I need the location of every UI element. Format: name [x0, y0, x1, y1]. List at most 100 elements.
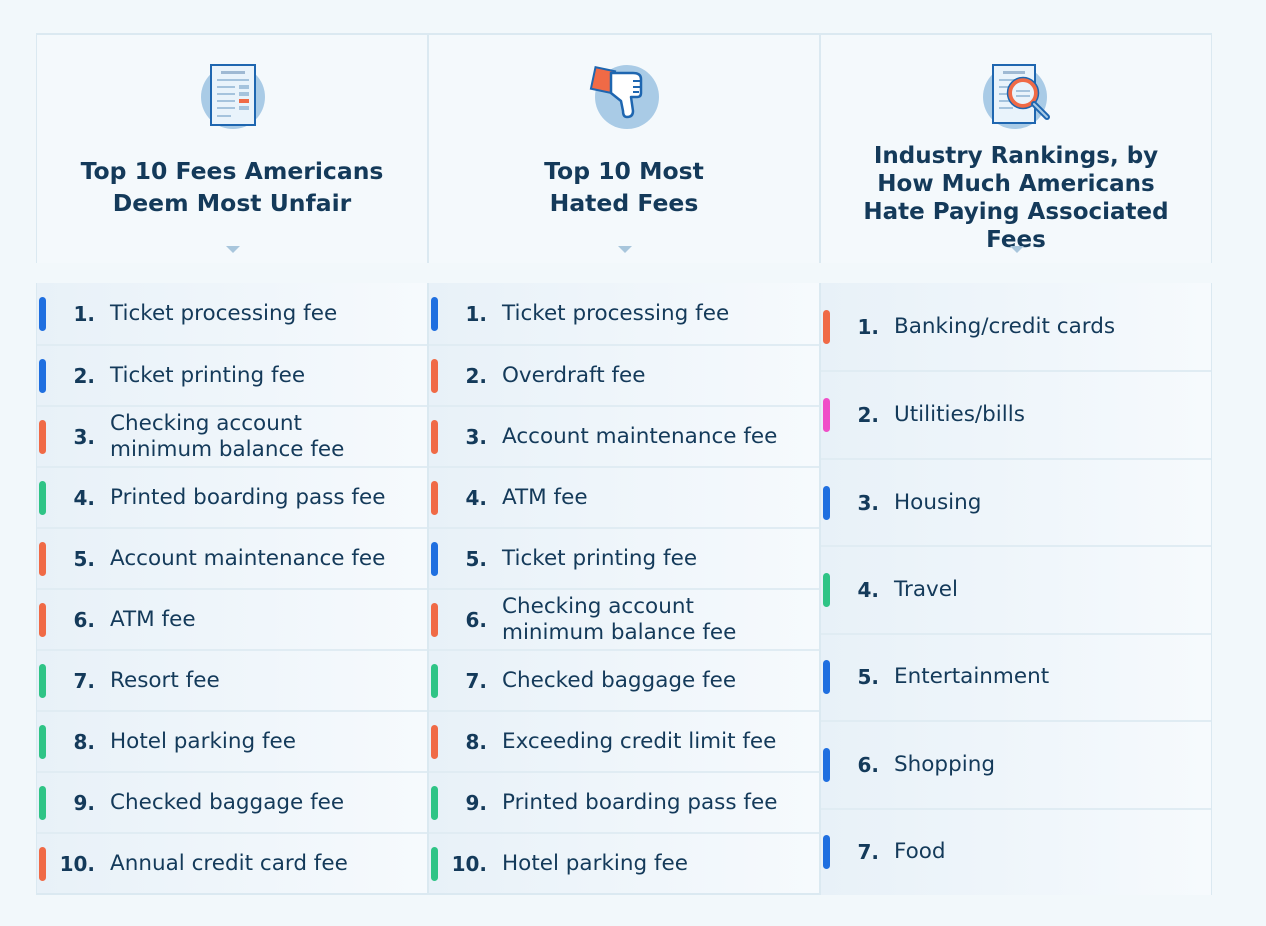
list-item: 3. Checking account minimum balance fee [37, 405, 427, 466]
list-item: 1. Banking/credit cards [821, 283, 1211, 371]
category-bar [39, 602, 46, 637]
rank-number: 3. [857, 490, 879, 515]
list-item: 5. Account maintenance fee [37, 527, 427, 588]
column-header: Top 10 Most Hated Fees [428, 33, 820, 263]
rank-number: 7. [465, 668, 487, 693]
list-item: 5. Entertainment [821, 632, 1211, 721]
industry-label: Travel [894, 576, 958, 602]
category-bar [39, 296, 46, 331]
fee-label: Ticket printing fee [502, 545, 698, 571]
category-bar [823, 485, 830, 520]
list-item: 7. Checked baggage fee [429, 649, 819, 710]
category-bar [39, 724, 46, 759]
fee-label: Checking account minimum balance fee [502, 593, 737, 645]
category-bar [431, 663, 438, 698]
column-title: Top 10 Fees Americans Deem Most Unfair [80, 157, 384, 217]
category-bar [39, 358, 46, 393]
thumbs-down-icon [589, 65, 659, 129]
rank-number: 2. [857, 403, 879, 428]
list-item: 3. Account maintenance fee [429, 405, 819, 466]
rank-number: 4. [465, 485, 487, 510]
fee-label: Hotel parking fee [110, 728, 297, 754]
industry-label: Shopping [894, 751, 995, 777]
rank-number: 3. [73, 424, 95, 449]
category-bar [431, 602, 438, 637]
list-item: 10. Annual credit card fee [37, 832, 427, 893]
category-bar [431, 296, 438, 331]
column-title: Top 10 Most Hated Fees [544, 157, 704, 217]
fee-label: ATM fee [110, 606, 196, 632]
fee-label: Printed boarding pass fee [502, 789, 778, 815]
list-item: 4. Travel [821, 545, 1211, 633]
magnifier-document-icon [983, 64, 1050, 129]
list-item: 2. Ticket printing fee [37, 344, 427, 405]
category-bar [823, 572, 830, 607]
list-item: 4. Printed boarding pass fee [37, 466, 427, 527]
rank-number: 1. [73, 301, 95, 326]
list-item: 8. Exceeding credit limit fee [429, 710, 819, 771]
column-title: Industry Rankings, by How Much Americans… [863, 143, 1169, 253]
category-bar [39, 480, 46, 515]
ranking-list: 1. Banking/credit cards 2. Utilities/bills… [820, 283, 1212, 895]
list-item: 3. Housing [821, 457, 1211, 546]
list-item: 6. Checking account minimum balance fee [429, 588, 819, 649]
category-bar [431, 480, 438, 515]
fee-label: ATM fee [502, 484, 588, 510]
category-bar [431, 724, 438, 759]
fee-label: Checked baggage fee [502, 667, 737, 693]
category-bar [431, 358, 438, 393]
rank-number: 5. [465, 546, 487, 571]
category-bar [823, 309, 830, 344]
fee-label: Hotel parking fee [502, 850, 689, 876]
fee-label: Printed boarding pass fee [110, 484, 386, 510]
caret-down-icon [226, 246, 240, 253]
rank-number: 4. [857, 577, 879, 602]
category-bar [39, 846, 46, 881]
industry-label: Banking/credit cards [894, 313, 1116, 339]
industry-label: Food [894, 839, 946, 865]
rank-number: 7. [857, 840, 879, 865]
column-hated-fees: Top 10 Most Hated Fees 1. Ticket processi… [428, 33, 820, 895]
ranking-list: 1. Ticket processing fee 2. Overdraft fee … [428, 283, 820, 895]
industry-label: Entertainment [894, 664, 1050, 690]
fee-label: Ticket processing fee [110, 300, 338, 326]
category-bar [431, 846, 438, 881]
list-item: 2. Utilities/bills [821, 370, 1211, 458]
fee-label: Resort fee [110, 667, 220, 693]
fee-label: Annual credit card fee [110, 850, 348, 876]
fee-label: Account maintenance fee [502, 423, 778, 449]
rank-number: 6. [465, 607, 487, 632]
category-bar [39, 663, 46, 698]
list-item: 9. Printed boarding pass fee [429, 771, 819, 832]
category-bar [431, 541, 438, 576]
category-bar [431, 419, 438, 454]
fee-label: Ticket processing fee [502, 300, 730, 326]
category-bar [39, 541, 46, 576]
rank-number: 2. [465, 363, 487, 388]
list-item: 1. Ticket processing fee [37, 283, 427, 344]
list-item: 7. Resort fee [37, 649, 427, 710]
rank-number: 1. [857, 314, 879, 339]
document-icon [201, 64, 265, 129]
list-item: 6. Shopping [821, 720, 1211, 808]
fee-label: Ticket printing fee [110, 362, 306, 388]
rank-number: 1. [465, 301, 487, 326]
caret-down-icon [618, 246, 632, 253]
rank-number: 5. [73, 546, 95, 571]
rank-number: 4. [73, 485, 95, 510]
list-item: 8. Hotel parking fee [37, 710, 427, 771]
list-item: 2. Overdraft fee [429, 344, 819, 405]
list-item: 7. Food [821, 807, 1211, 895]
fees-table: Top 10 Fees Americans Deem Most Unfair 1… [36, 33, 1212, 895]
category-bar [823, 398, 830, 433]
rank-number: 10. [451, 851, 487, 876]
list-item: 6. ATM fee [37, 588, 427, 649]
category-bar [39, 419, 46, 454]
rank-number: 7. [73, 668, 95, 693]
rank-number: 5. [857, 665, 879, 690]
list-item: 9. Checked baggage fee [37, 771, 427, 832]
rank-number: 9. [73, 790, 95, 815]
rank-number: 6. [73, 607, 95, 632]
ranking-list: 1. Ticket processing fee 2. Ticket printin… [36, 283, 428, 895]
rank-number: 8. [465, 729, 487, 754]
